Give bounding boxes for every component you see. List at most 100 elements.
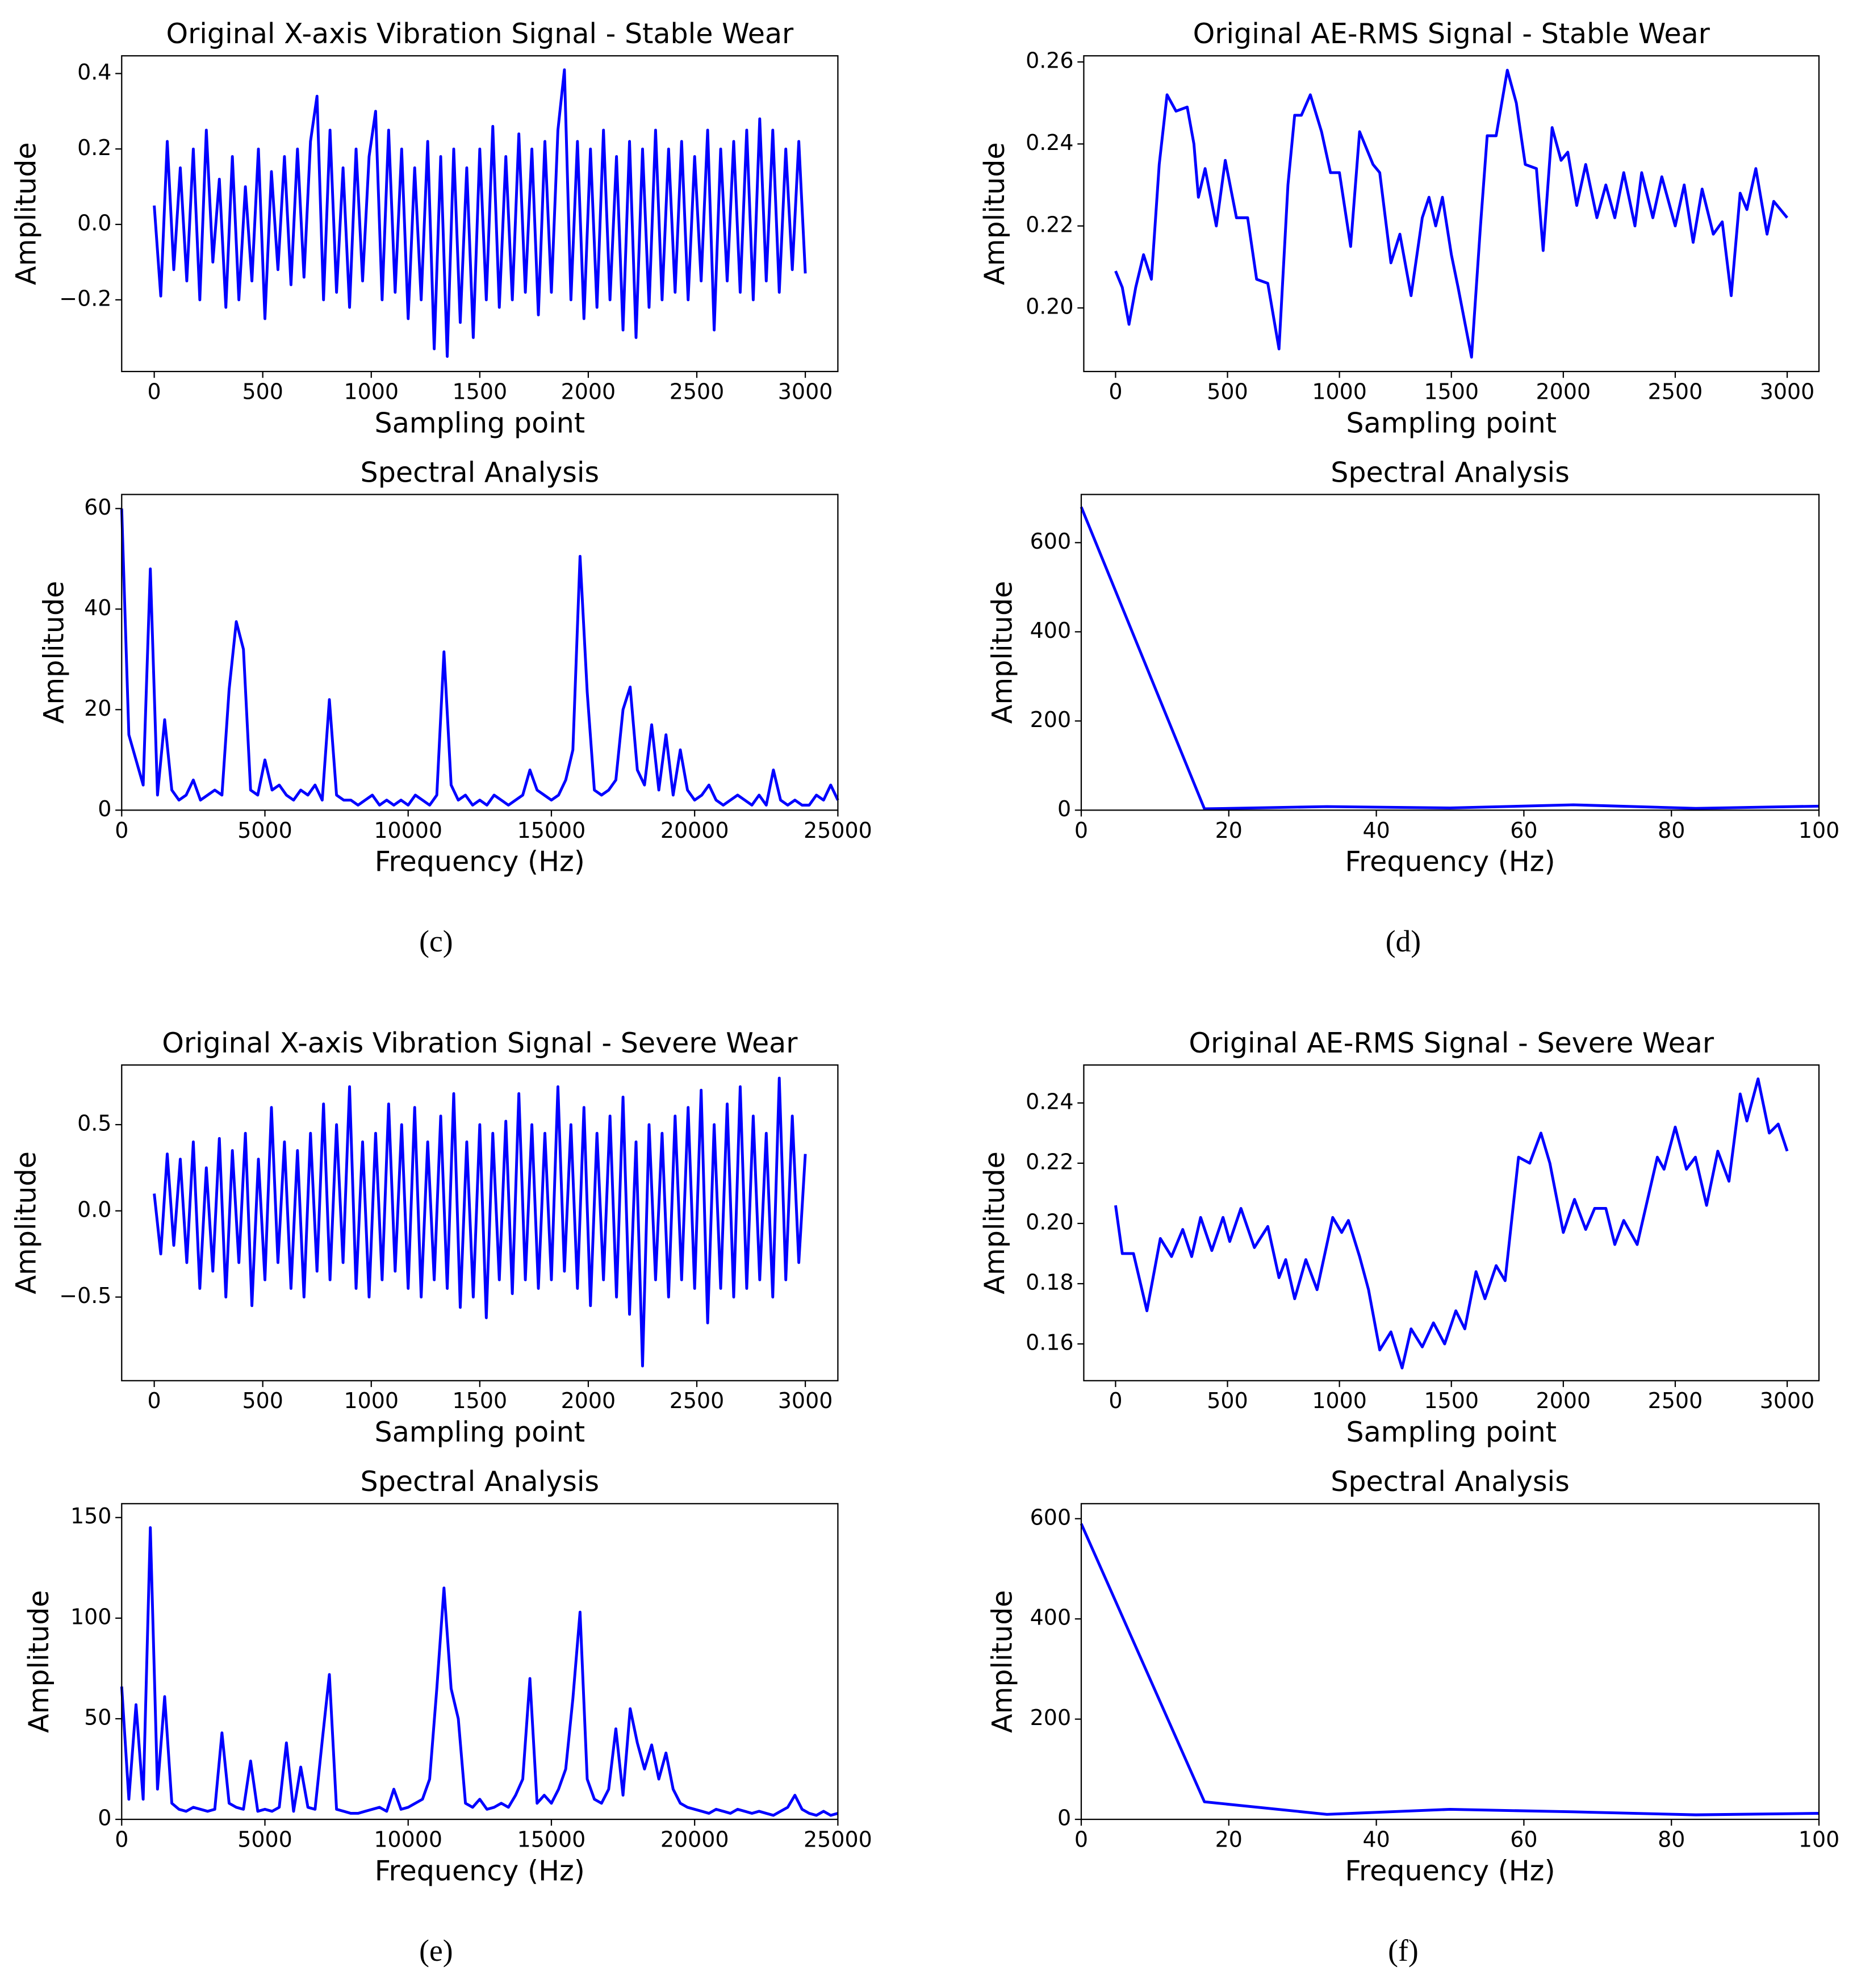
- y-tick-label: 0.5: [77, 1111, 111, 1136]
- x-tick-label: 0: [115, 1827, 128, 1852]
- x-tick-label: 1500: [1424, 379, 1479, 404]
- axes-frame: [121, 494, 839, 811]
- x-tick-label: 1500: [453, 1388, 508, 1413]
- y-axis-label: Amplitude: [22, 1590, 55, 1733]
- y-axis-label: Amplitude: [985, 581, 1018, 724]
- chart-title: Spectral Analysis: [1331, 1465, 1570, 1498]
- x-tick-label: 80: [1658, 818, 1685, 843]
- x-tick-label: 2000: [561, 1388, 616, 1413]
- x-tick-label: 15000: [517, 1827, 586, 1852]
- x-tick-label: 2500: [670, 379, 725, 404]
- signal-line: [1114, 69, 1788, 359]
- y-axis-label: Amplitude: [10, 1151, 43, 1294]
- x-tick-label: 2500: [1648, 379, 1703, 404]
- x-tick-label: 1000: [1312, 1388, 1367, 1413]
- y-tick-label: 0: [98, 796, 111, 821]
- chart-title: Original X-axis Vibration Signal - Stabl…: [166, 17, 794, 50]
- y-tick-label: 0.20: [1026, 1209, 1073, 1234]
- signal-line: [120, 1526, 839, 1817]
- signal-line: [1080, 1523, 1820, 1816]
- y-tick-label: 100: [70, 1604, 111, 1629]
- x-tick-label: 20: [1215, 818, 1243, 843]
- y-axis-label: Amplitude: [37, 581, 70, 724]
- x-tick-label: 2500: [670, 1388, 725, 1413]
- y-tick-label: 0.0: [77, 211, 111, 236]
- y-tick-label: 0.18: [1026, 1270, 1073, 1295]
- panel-label: (e): [419, 1933, 453, 1968]
- y-tick-label: 600: [1030, 1505, 1071, 1530]
- x-tick-label: 0: [148, 1388, 161, 1413]
- x-tick-label: 40: [1362, 1827, 1390, 1852]
- y-tick-label: 600: [1030, 529, 1071, 554]
- x-tick-label: 60: [1510, 818, 1537, 843]
- signal-line: [153, 1076, 807, 1368]
- y-tick-label: 0.24: [1026, 130, 1073, 155]
- x-axis-label: Sampling point: [1346, 406, 1557, 439]
- y-tick-label: 0.24: [1026, 1089, 1073, 1114]
- y-tick-label: 0.0: [77, 1197, 111, 1222]
- chart-title: Original AE-RMS Signal - Severe Wear: [1189, 1026, 1714, 1059]
- x-tick-label: 2000: [1536, 1388, 1591, 1413]
- x-tick-label: 1500: [1424, 1388, 1479, 1413]
- x-tick-label: 1500: [453, 379, 508, 404]
- x-axis-label: Sampling point: [375, 406, 585, 439]
- x-tick-label: 3000: [778, 379, 833, 404]
- x-tick-label: 1000: [1312, 379, 1367, 404]
- x-tick-label: 0: [1109, 379, 1122, 404]
- x-axis-label: Sampling point: [1346, 1415, 1557, 1448]
- x-tick-label: 20000: [660, 818, 729, 843]
- axes-frame: [121, 1503, 839, 1820]
- y-tick-label: 0: [1057, 1806, 1071, 1831]
- y-tick-label: 0.22: [1026, 1149, 1073, 1174]
- y-tick-label: 60: [84, 495, 111, 520]
- y-tick-label: 400: [1030, 1605, 1071, 1630]
- y-tick-label: 0: [98, 1806, 111, 1831]
- x-tick-label: 80: [1658, 1827, 1685, 1852]
- chart-title: Original X-axis Vibration Signal - Sever…: [162, 1026, 798, 1059]
- x-tick-label: 3000: [1760, 379, 1815, 404]
- panel-label: (c): [419, 924, 453, 958]
- chart-title: Original AE-RMS Signal - Stable Wear: [1193, 17, 1710, 50]
- y-tick-label: −0.2: [59, 286, 111, 311]
- signal-line: [120, 508, 839, 807]
- panel-label: (d): [1386, 924, 1421, 958]
- chart-title: Spectral Analysis: [1331, 456, 1570, 488]
- axes-frame: [1080, 494, 1820, 811]
- x-tick-label: 500: [242, 1388, 283, 1413]
- chart-title: Spectral Analysis: [361, 1465, 600, 1498]
- y-axis-label: Amplitude: [10, 142, 43, 285]
- y-axis-label: Amplitude: [985, 1590, 1018, 1733]
- x-tick-label: 20: [1215, 1827, 1243, 1852]
- panel-label: (f): [1388, 1933, 1419, 1968]
- y-tick-label: 0.4: [77, 60, 111, 85]
- x-tick-label: 500: [1207, 379, 1248, 404]
- signal-line: [1080, 506, 1820, 811]
- x-tick-label: 100: [1799, 818, 1839, 843]
- y-tick-label: 0.20: [1026, 294, 1073, 319]
- x-tick-label: 20000: [660, 1827, 729, 1852]
- y-tick-label: −0.5: [59, 1283, 111, 1308]
- x-tick-label: 1000: [344, 379, 399, 404]
- x-tick-label: 15000: [517, 818, 586, 843]
- x-tick-label: 0: [115, 818, 128, 843]
- y-tick-label: 0.26: [1026, 48, 1073, 73]
- x-tick-label: 10000: [374, 818, 442, 843]
- y-axis-label: Amplitude: [978, 142, 1011, 285]
- chart-title: Spectral Analysis: [361, 456, 600, 488]
- axes-frame: [1080, 1503, 1820, 1820]
- x-tick-label: 1000: [344, 1388, 399, 1413]
- y-tick-label: 0.2: [77, 135, 111, 160]
- y-tick-label: 0: [1057, 796, 1071, 821]
- x-tick-label: 3000: [778, 1388, 833, 1413]
- y-tick-label: 20: [84, 696, 111, 721]
- x-axis-label: Frequency (Hz): [375, 1854, 585, 1887]
- x-axis-label: Sampling point: [375, 1415, 585, 1448]
- x-tick-label: 60: [1510, 1827, 1537, 1852]
- x-tick-label: 0: [1074, 1827, 1088, 1852]
- x-tick-label: 5000: [237, 1827, 292, 1852]
- y-tick-label: 40: [84, 595, 111, 620]
- x-tick-label: 0: [1074, 818, 1088, 843]
- x-tick-label: 2000: [1536, 379, 1591, 404]
